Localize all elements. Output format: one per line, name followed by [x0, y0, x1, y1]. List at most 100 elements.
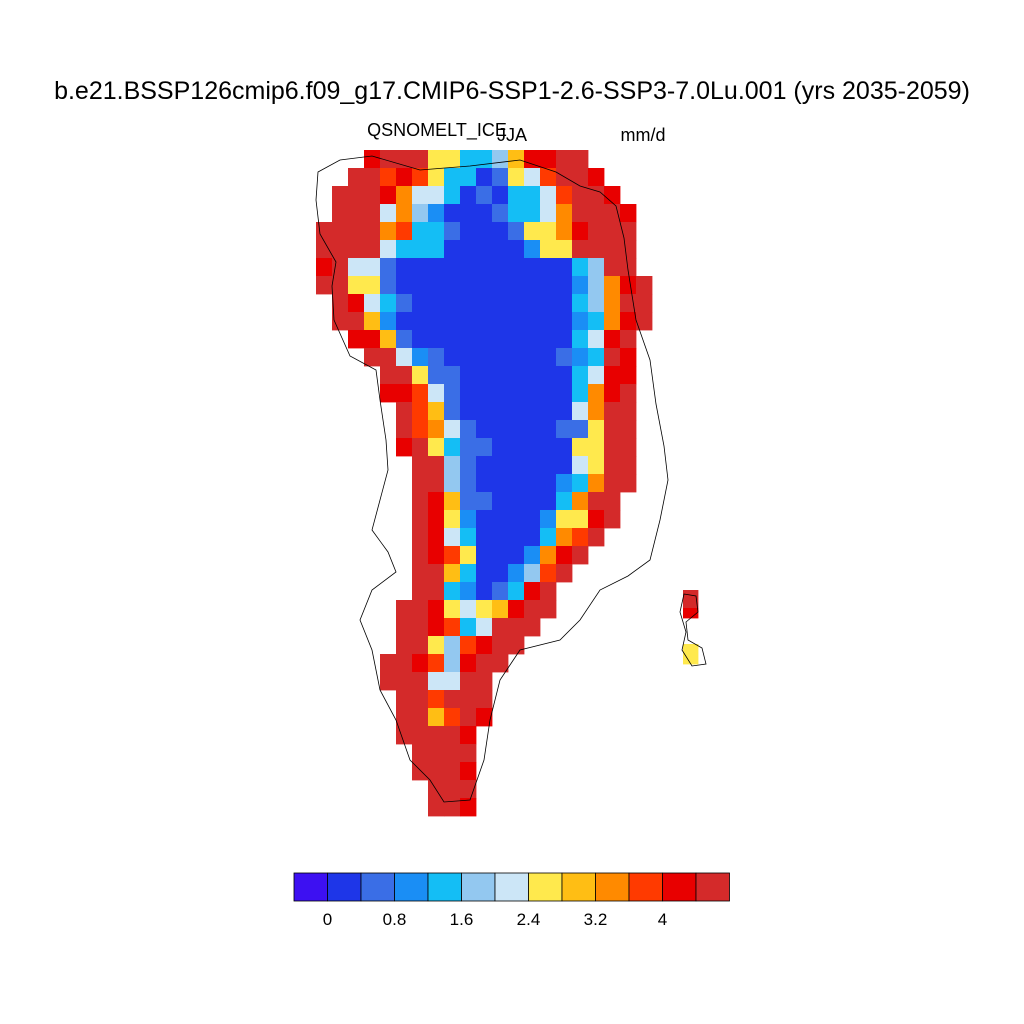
grid-cell — [588, 456, 605, 475]
grid-cell — [348, 258, 365, 277]
grid-cell — [588, 510, 605, 529]
grid-cell — [412, 420, 429, 439]
grid-cell — [444, 348, 461, 367]
grid-cell — [412, 672, 429, 691]
grid-cell — [444, 690, 461, 709]
grid-cell — [572, 420, 589, 439]
grid-cell — [428, 150, 445, 169]
grid-cell — [524, 276, 541, 295]
grid-cell — [428, 168, 445, 187]
grid-cell — [460, 798, 477, 817]
grid-cell — [588, 294, 605, 313]
colorbar-swatch — [695, 872, 730, 902]
grid-cell — [380, 240, 397, 259]
grid-cell — [572, 510, 589, 529]
grid-cell — [476, 168, 493, 187]
grid-cell — [620, 312, 637, 331]
grid-cell — [460, 240, 477, 259]
grid-cell — [540, 168, 557, 187]
grid-cell — [396, 654, 413, 673]
grid-cell — [540, 564, 557, 583]
grid-cell — [316, 276, 333, 295]
grid-cell — [460, 420, 477, 439]
grid-cell — [460, 546, 477, 565]
grid-cell — [412, 204, 429, 223]
grid-cell — [364, 330, 381, 349]
grid-cell — [348, 204, 365, 223]
grid-cell — [444, 636, 461, 655]
grid-cell — [460, 348, 477, 367]
grid-cell — [444, 312, 461, 331]
grid-cell — [444, 168, 461, 187]
grid-cell — [492, 222, 509, 241]
grid-cell — [556, 150, 573, 169]
colorbar: 0 0.8 1.6 2.4 3.2 4 — [293, 872, 730, 929]
grid-cell — [556, 492, 573, 511]
grid-cell — [540, 150, 557, 169]
grid-cell — [460, 150, 477, 169]
grid-cell — [364, 168, 381, 187]
grid-cell — [476, 348, 493, 367]
grid-cell — [396, 258, 413, 277]
grid-cell — [572, 330, 589, 349]
grid-cell — [444, 258, 461, 277]
grid-cell — [428, 618, 445, 637]
grid-cell — [396, 690, 413, 709]
grid-cell — [524, 186, 541, 205]
colorbar-swatch — [327, 872, 362, 902]
coastline-greenland — [315, 155, 669, 803]
grid-cell — [620, 276, 637, 295]
grid-cell — [396, 240, 413, 259]
grid-cell — [460, 222, 477, 241]
grid-cell — [556, 546, 573, 565]
grid-cell — [476, 600, 493, 619]
grid-cell — [620, 402, 637, 421]
grid-cell — [396, 438, 413, 457]
grid-cell — [476, 294, 493, 313]
grid-cell — [508, 600, 525, 619]
grid-cell — [620, 348, 637, 367]
grid-cell — [396, 402, 413, 421]
grid-cell — [540, 474, 557, 493]
grid-cell — [396, 618, 413, 637]
units-label: mm/d — [621, 125, 666, 145]
grid-cell — [683, 644, 699, 665]
grid-cell — [380, 330, 397, 349]
grid-cell — [460, 384, 477, 403]
grid-cell — [540, 240, 557, 259]
grid-cell — [492, 330, 509, 349]
grid-cell — [444, 510, 461, 529]
grid-cell — [444, 762, 461, 781]
grid-cell — [540, 492, 557, 511]
grid-cell — [380, 258, 397, 277]
grid-cell — [412, 492, 429, 511]
grid-cell — [620, 420, 637, 439]
grid-cell — [620, 204, 637, 223]
grid-cell — [492, 240, 509, 259]
grid-cell — [364, 204, 381, 223]
grid-cell — [332, 186, 349, 205]
grid-cell — [476, 276, 493, 295]
grid-cell — [492, 492, 509, 511]
grid-cell — [572, 204, 589, 223]
grid-cell — [588, 438, 605, 457]
grid-cell — [492, 348, 509, 367]
grid-cell — [588, 186, 605, 205]
grid-cell — [572, 294, 589, 313]
grid-cell — [556, 258, 573, 277]
grid-cell — [428, 744, 445, 763]
grid-cell — [428, 654, 445, 673]
grid-cell — [476, 546, 493, 565]
grid-cell — [540, 510, 557, 529]
grid-cell — [556, 438, 573, 457]
grid-cell — [428, 384, 445, 403]
grid-cell — [492, 600, 509, 619]
grid-cell — [508, 186, 525, 205]
grid-cell — [556, 528, 573, 547]
grid-cells — [316, 150, 699, 817]
coastline — [315, 155, 707, 803]
grid-cell — [348, 222, 365, 241]
grid-cell — [540, 330, 557, 349]
grid-cell — [572, 474, 589, 493]
grid-cell — [476, 528, 493, 547]
